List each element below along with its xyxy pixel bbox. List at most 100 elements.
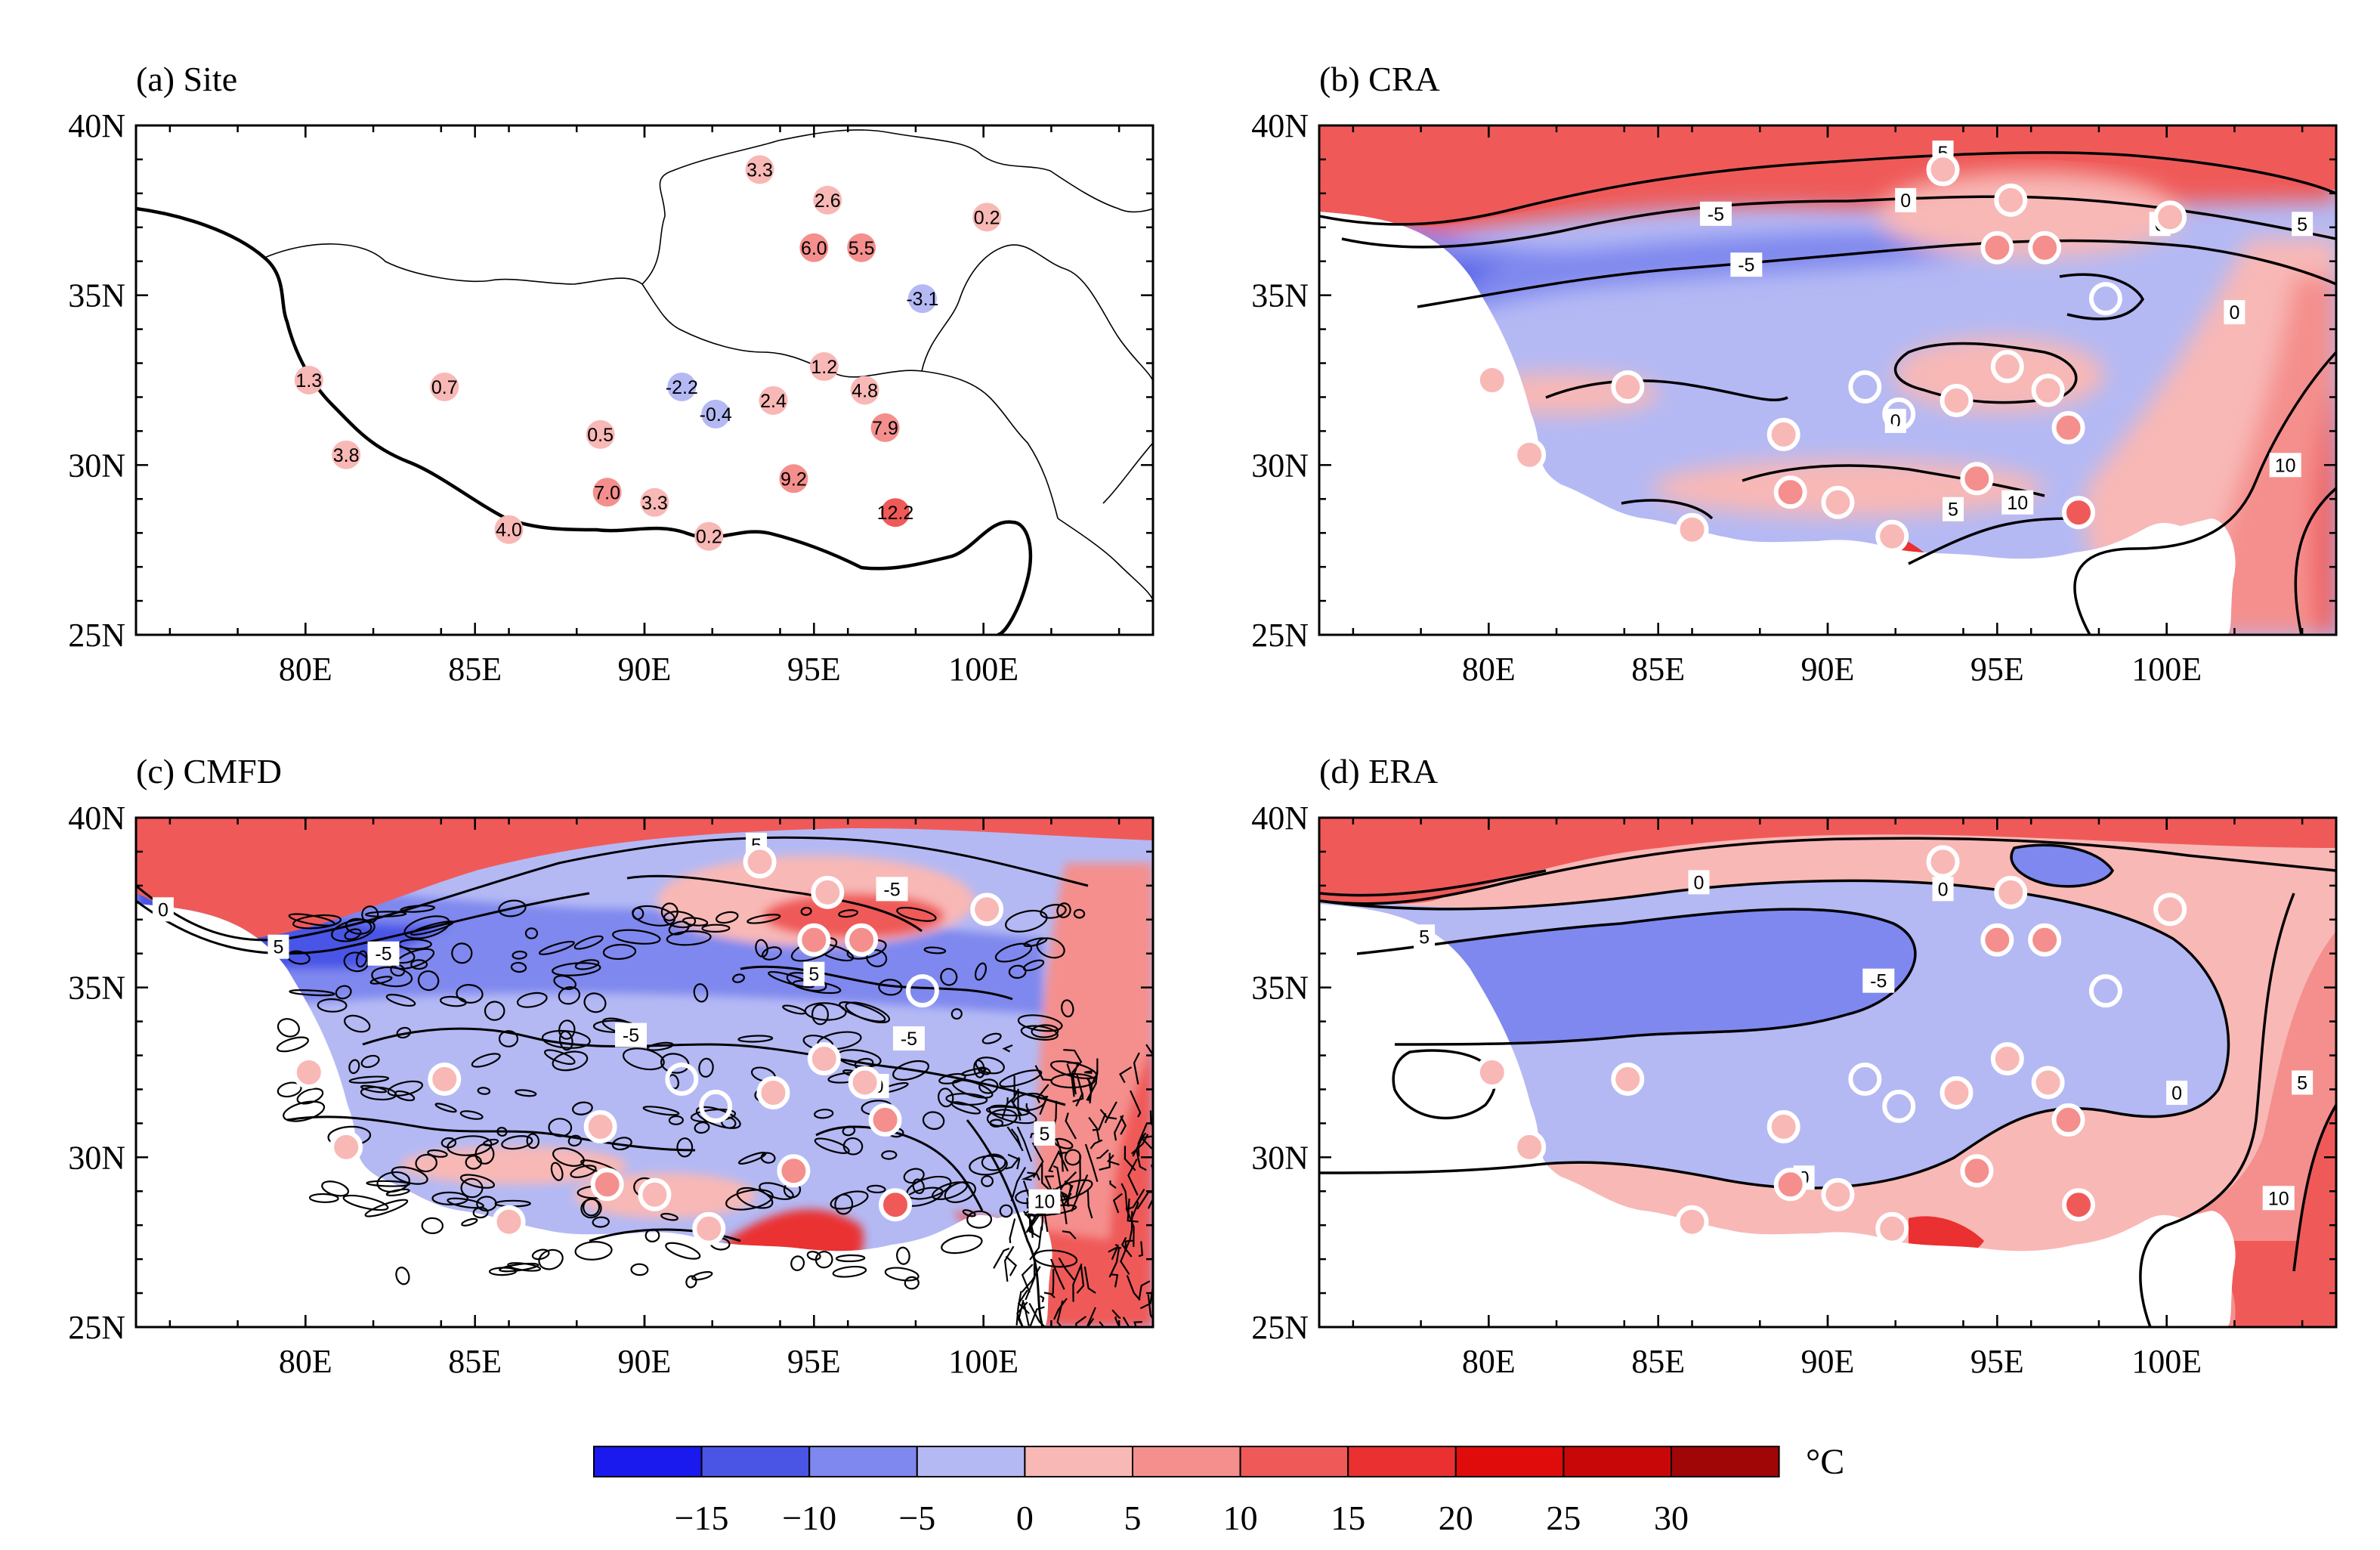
station-value-label: 2.4 bbox=[760, 391, 787, 412]
lat-label: 40N bbox=[1251, 107, 1309, 144]
station-value-label: -0.4 bbox=[700, 404, 732, 425]
colorbar-tick-label: 5 bbox=[1124, 1499, 1142, 1537]
station-marker bbox=[699, 1089, 733, 1123]
station-marker bbox=[799, 233, 829, 262]
colorbar-tick-label: 25 bbox=[1546, 1499, 1581, 1537]
station-marker bbox=[1773, 1168, 1807, 1202]
lat-label: 30N bbox=[68, 1139, 125, 1176]
station-marker bbox=[1980, 923, 2014, 957]
station-marker bbox=[1513, 1130, 1547, 1164]
contour-label-box bbox=[367, 941, 400, 966]
station-marker bbox=[2031, 1066, 2065, 1100]
station-value-label: 4.8 bbox=[852, 380, 878, 401]
panel-a: 3.32.60.26.0 5.5-3.11.3 0.7 -2.21.2-0.42.4 4… bbox=[68, 107, 1154, 688]
colorbar-swatch bbox=[916, 1446, 1026, 1477]
station-marker bbox=[2088, 282, 2122, 316]
station-marker bbox=[667, 372, 697, 401]
colorbar-swatch bbox=[593, 1446, 703, 1477]
contour-label-box bbox=[2292, 1070, 2314, 1095]
contour-label: 0 bbox=[2171, 1083, 2182, 1104]
station-value-label: 6.0 bbox=[801, 238, 827, 259]
station-value-label: 12.2 bbox=[877, 503, 914, 524]
colorbar-swatch bbox=[1024, 1446, 1134, 1477]
station-marker bbox=[1611, 1062, 1645, 1096]
colorbar-tick-label: 20 bbox=[1439, 1499, 1473, 1537]
station-marker bbox=[1994, 183, 2028, 217]
panel-c-stations bbox=[292, 845, 1004, 1245]
lon-label: 85E bbox=[448, 1343, 502, 1380]
contour-label: 10 bbox=[2007, 493, 2028, 514]
station-value-label: -2.2 bbox=[666, 377, 698, 398]
station-marker bbox=[665, 1062, 699, 1096]
station-marker bbox=[430, 372, 459, 401]
lat-label: 35N bbox=[1251, 970, 1309, 1007]
colorbar-swatch bbox=[1132, 1446, 1241, 1477]
lat-label: 30N bbox=[1251, 447, 1309, 484]
station-value-label: 0.2 bbox=[974, 207, 1000, 228]
lon-label: 100E bbox=[948, 1343, 1018, 1380]
station-marker bbox=[881, 498, 910, 527]
station-marker bbox=[2088, 974, 2122, 1008]
station-value-label: 2.6 bbox=[814, 190, 841, 212]
contour-label-box bbox=[876, 877, 908, 902]
colorbar-swatch bbox=[1562, 1446, 1672, 1477]
panel-a-title: (a) Site bbox=[136, 60, 237, 98]
station-marker bbox=[1940, 383, 1974, 417]
lon-label: 80E bbox=[279, 1343, 332, 1380]
contour-label: -5 bbox=[1708, 204, 1724, 225]
colorbar-tick-label: 10 bbox=[1223, 1499, 1258, 1537]
station-marker bbox=[494, 515, 524, 544]
lon-label: 85E bbox=[1631, 651, 1685, 688]
lon-label: 100E bbox=[2131, 651, 2202, 688]
station-marker bbox=[745, 155, 774, 184]
station-marker bbox=[2051, 1103, 2085, 1137]
station-marker bbox=[1960, 1154, 1994, 1188]
lat-label: 25N bbox=[68, 617, 125, 654]
station-value-label: 5.5 bbox=[848, 238, 875, 259]
contour-label-box bbox=[1034, 1121, 1056, 1146]
station-marker bbox=[1980, 230, 2014, 265]
colorbar-tick-label: 15 bbox=[1331, 1499, 1365, 1537]
station-marker bbox=[756, 1075, 790, 1109]
panel-b: 5-5-50050010105 40N35N30N25N80E85E90E95E… bbox=[1251, 107, 2338, 688]
station-marker bbox=[590, 1168, 624, 1202]
contour-label-box bbox=[2166, 1080, 2188, 1105]
panel-a-stations: 3.3 2.6 0.2 6.0 5.5 -3.1 1.3 0.7 -2.2 1.2 -0.4 2.4 4… bbox=[294, 155, 1002, 551]
station-marker bbox=[1882, 1089, 1916, 1123]
contour-label: 0 bbox=[1938, 879, 1949, 900]
contour-label: -5 bbox=[1738, 255, 1754, 276]
lat-label: 30N bbox=[68, 447, 125, 484]
station-marker bbox=[1994, 875, 2028, 909]
station-marker bbox=[2153, 893, 2187, 927]
colorbar-swatch bbox=[808, 1446, 918, 1477]
contour-label: 5 bbox=[1948, 500, 1958, 521]
station-marker bbox=[2031, 373, 2065, 407]
lon-label: 90E bbox=[618, 651, 672, 688]
station-marker bbox=[1766, 1109, 1800, 1143]
contour-label: 0 bbox=[1694, 872, 1705, 893]
contour-label-box bbox=[2262, 1186, 2295, 1211]
station-marker bbox=[1513, 438, 1547, 472]
station-marker bbox=[1773, 475, 1807, 509]
panel-c-title: (c) CMFD bbox=[136, 752, 282, 790]
station-marker bbox=[1926, 153, 1960, 187]
station-marker bbox=[847, 233, 876, 262]
station-value-label: 1.3 bbox=[295, 370, 322, 391]
contour-label: 5 bbox=[2297, 214, 2307, 235]
station-marker bbox=[1848, 370, 1882, 404]
station-value-label: 7.9 bbox=[872, 418, 898, 439]
station-marker bbox=[2062, 496, 2096, 530]
panel-d-contour-labels: 005-5105100 bbox=[1414, 870, 2314, 1211]
station-marker bbox=[868, 1103, 902, 1137]
lon-label: 90E bbox=[1801, 651, 1855, 688]
colorbar-tick-label: 0 bbox=[1016, 1499, 1034, 1537]
panel-a-borders bbox=[136, 129, 1153, 635]
station-marker bbox=[1990, 350, 2024, 384]
lon-label: 90E bbox=[618, 1343, 672, 1380]
contour-label: 5 bbox=[1039, 1124, 1049, 1145]
contour-label: -5 bbox=[883, 879, 900, 900]
contour-label-box bbox=[2292, 212, 2314, 237]
colorbar-swatch bbox=[1239, 1446, 1349, 1477]
